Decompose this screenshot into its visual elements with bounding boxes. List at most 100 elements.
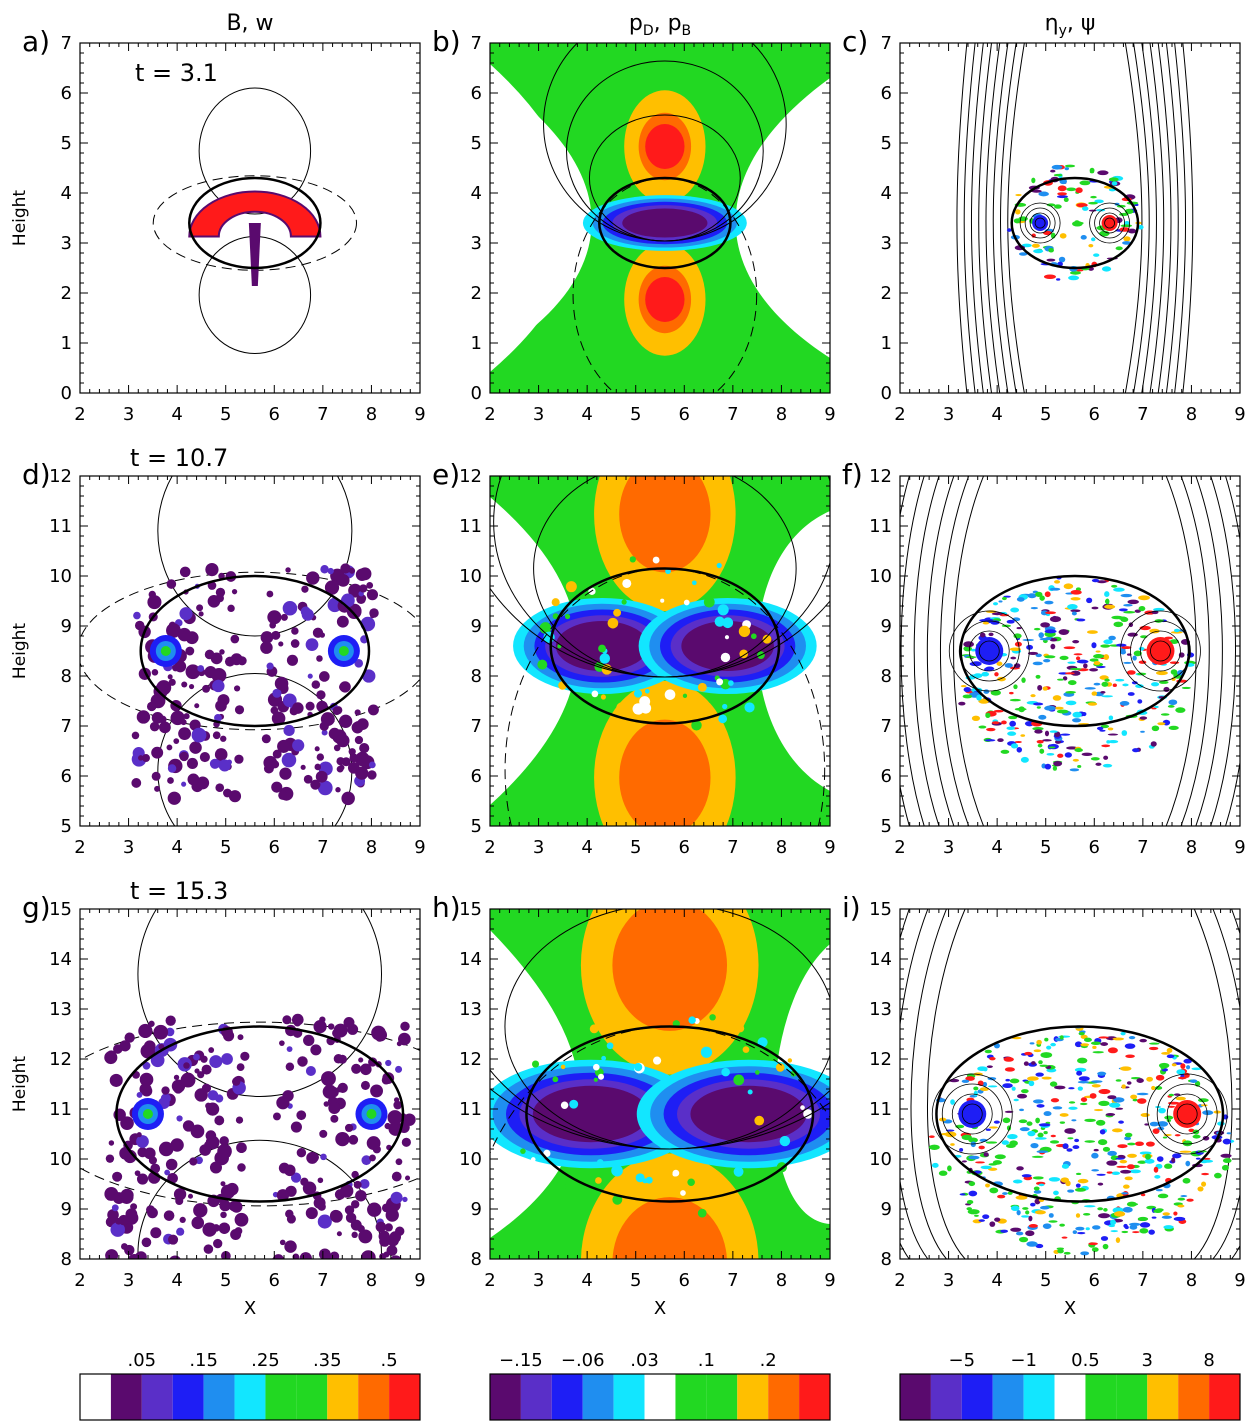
- x-tick-label: 9: [824, 404, 835, 425]
- blob: [102, 1262, 116, 1276]
- blob: [231, 589, 238, 595]
- blob: [316, 753, 325, 761]
- vorticity-patch: [1033, 249, 1044, 254]
- vorticity-patch: [1154, 1085, 1163, 1090]
- x-tick-label: 6: [269, 1270, 280, 1291]
- y-tick-label: 8: [471, 1249, 482, 1270]
- y-tick-label: 11: [459, 1099, 482, 1120]
- vorticity-patch: [1031, 177, 1036, 184]
- vorticity-patch: [1106, 1171, 1113, 1174]
- vorticity-patch: [1039, 748, 1045, 754]
- vorticity-patch: [1027, 651, 1039, 655]
- axes-frame: [489, 42, 831, 394]
- vorticity-patch: [1155, 1188, 1163, 1192]
- vorticity-patch: [1138, 605, 1146, 612]
- x-tick-label: 6: [1089, 404, 1100, 425]
- blob: [278, 641, 284, 647]
- vorticity-patch: [1011, 1086, 1016, 1091]
- speckle: [672, 1171, 678, 1177]
- vorticity-patch: [1005, 1078, 1011, 1082]
- speckle: [613, 608, 622, 617]
- blob: [343, 1017, 355, 1028]
- speckle: [606, 1042, 614, 1050]
- vorticity-patch: [989, 1126, 998, 1129]
- blob: [176, 1115, 183, 1122]
- vorticity-patch: [1089, 658, 1099, 662]
- vorticity-patch: [1120, 1169, 1132, 1174]
- blob: [356, 1261, 365, 1270]
- vorticity-patch: [1091, 578, 1100, 583]
- vorticity-patch: [1124, 1132, 1133, 1138]
- blob: [283, 724, 295, 737]
- stream-line: [1141, 43, 1157, 393]
- x-tick-label: 8: [366, 1270, 377, 1291]
- speckle: [724, 635, 730, 640]
- vorticity-patch: [1078, 1031, 1085, 1036]
- blob: [306, 571, 320, 585]
- colorbar-swatch: [1085, 1374, 1117, 1420]
- vorticity-patch: [1015, 1231, 1024, 1236]
- vorticity-patch: [959, 1193, 966, 1196]
- vorticity-patch: [1151, 682, 1160, 687]
- vorticity-patch: [1144, 1123, 1149, 1126]
- vorticity-patch: [1121, 1192, 1129, 1195]
- colorbar-swatch: [327, 1374, 359, 1420]
- vorticity-patch: [1035, 674, 1041, 679]
- vorticity-patch: [1112, 1097, 1125, 1103]
- blob: [136, 1092, 143, 1098]
- blob: [109, 1073, 123, 1087]
- vorticity-patch: [1126, 1081, 1132, 1085]
- stream-line: [968, 630, 1010, 672]
- vorticity-patch: [1059, 1035, 1064, 1040]
- blob: [402, 1196, 408, 1203]
- vorticity-patch: [976, 694, 982, 701]
- vorticity-patch: [1007, 1134, 1018, 1140]
- vorticity-patch: [1076, 618, 1086, 622]
- blob: [373, 1258, 377, 1259]
- vorticity-patch: [1120, 1066, 1132, 1071]
- blob: [281, 752, 297, 768]
- vorticity-patch: [1129, 1203, 1139, 1206]
- vorticity-patch: [989, 1187, 999, 1194]
- blob: [209, 1055, 223, 1069]
- pressure-lobe: [681, 621, 774, 671]
- blob: [179, 751, 189, 762]
- stream-line: [926, 476, 955, 826]
- blob: [391, 1171, 402, 1182]
- vorticity-patch: [1096, 726, 1104, 731]
- vorticity-patch: [1057, 185, 1067, 192]
- vorticity-patch: [1068, 1087, 1075, 1090]
- vorticity-patch: [1139, 716, 1148, 720]
- y-tick-label: 7: [61, 33, 72, 54]
- vorticity-patch: [1180, 1195, 1188, 1198]
- vorticity-patch: [973, 673, 983, 679]
- vorticity-patch: [1151, 1216, 1157, 1219]
- vorticity-patch: [984, 1049, 992, 1054]
- blob: [296, 1110, 307, 1121]
- vorticity-patch: [1159, 680, 1169, 684]
- vorticity-patch: [1115, 678, 1125, 682]
- vorticity-patch: [1015, 1195, 1028, 1200]
- speckle: [707, 695, 717, 704]
- blob: [276, 1189, 290, 1202]
- vorticity-patch: [1066, 1148, 1073, 1152]
- vorticity-patch: [1151, 1085, 1156, 1091]
- vorticity-patch: [1164, 1115, 1174, 1120]
- vorticity-patch: [1101, 695, 1114, 698]
- blob: [197, 1091, 204, 1098]
- y-tick-label: 15: [49, 899, 72, 920]
- blob: [272, 749, 282, 759]
- vorticity-patch: [1010, 607, 1020, 613]
- panel-label: b): [432, 25, 461, 58]
- blob: [405, 1175, 411, 1181]
- vorticity-patch: [997, 738, 1004, 743]
- blob: [151, 746, 164, 759]
- speckle: [687, 1178, 695, 1187]
- vorticity-patch: [1127, 1142, 1136, 1146]
- panel-label: d): [22, 458, 51, 491]
- blob: [305, 1207, 318, 1220]
- blob: [130, 1203, 138, 1211]
- time-label: t = 15.3: [130, 877, 228, 905]
- vorticity-patch: [1022, 638, 1035, 642]
- contour-dashed: [80, 1021, 420, 1207]
